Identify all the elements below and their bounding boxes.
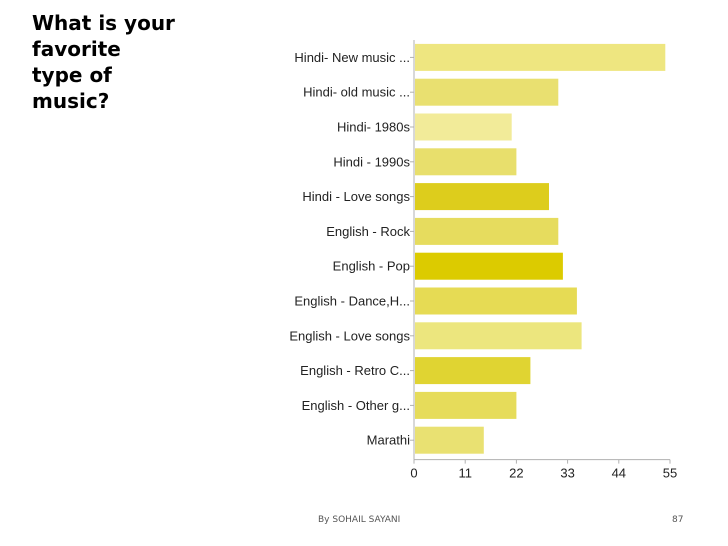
- category-label: English - Retro C...: [300, 363, 410, 378]
- category-label: English - Pop: [333, 259, 410, 274]
- bar: [415, 43, 666, 71]
- category-label: Hindi - Love songs: [302, 189, 410, 204]
- x-tick-label: 55: [663, 466, 677, 481]
- slide-title-line: favorite: [32, 37, 121, 61]
- bar: [415, 322, 582, 350]
- category-label: English - Other g...: [302, 398, 410, 413]
- category-label: Hindi- New music ...: [294, 50, 410, 65]
- page-number: 87: [672, 515, 684, 525]
- category-label: English - Love songs: [289, 328, 410, 343]
- category-label: English - Dance,H...: [294, 294, 410, 309]
- slide-title-line: type of: [32, 63, 112, 87]
- bar: [415, 78, 559, 106]
- bar: [415, 113, 512, 141]
- bar: [415, 252, 563, 280]
- x-tick-label: 44: [612, 466, 626, 481]
- slide-title-line: What is your: [32, 11, 175, 35]
- category-label: Hindi - 1990s: [333, 154, 410, 169]
- bar: [415, 426, 484, 454]
- category-label: Hindi- old music ...: [303, 85, 410, 100]
- x-tick-label: 11: [458, 466, 472, 481]
- category-label: Marathi: [367, 433, 410, 448]
- category-label: Hindi- 1980s: [337, 120, 410, 135]
- bar: [415, 183, 549, 211]
- slide-title-line: music?: [32, 89, 110, 113]
- category-label: English - Rock: [326, 224, 410, 239]
- bar: [415, 148, 517, 176]
- bar: [415, 217, 559, 245]
- bar: [415, 391, 517, 419]
- bar: [415, 287, 577, 315]
- x-tick-label: 22: [509, 466, 523, 481]
- x-tick-label: 33: [560, 466, 574, 481]
- x-tick-label: 0: [410, 466, 417, 481]
- slide-title: What is your favorite type of music?: [32, 10, 202, 114]
- footer-author: By SOHAIL SAYANI: [318, 515, 401, 525]
- bar: [415, 357, 531, 385]
